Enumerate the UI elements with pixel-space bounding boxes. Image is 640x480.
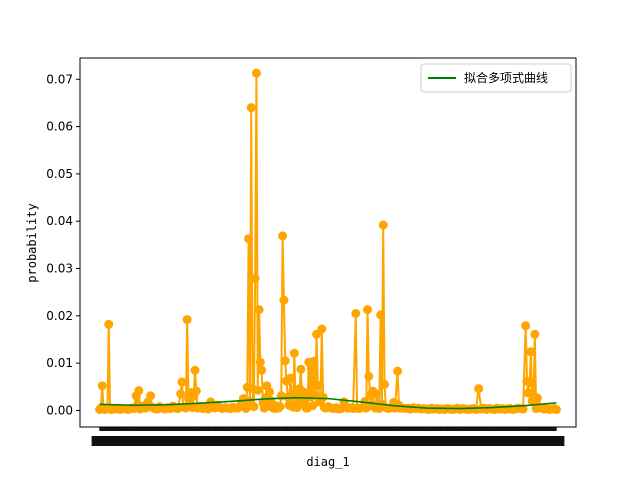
data-point xyxy=(265,387,275,397)
data-point xyxy=(250,273,260,283)
x-tick-layer xyxy=(91,427,565,446)
data-point xyxy=(254,305,264,315)
data-point xyxy=(308,401,318,411)
data-point xyxy=(289,348,299,358)
data-point xyxy=(317,324,327,334)
y-tick-layer: 0.00 0.01 0.02 0.03 0.04 0.05 0.06 0.07 xyxy=(46,72,80,417)
data-point xyxy=(146,391,156,401)
legend: 拟合多项式曲线 xyxy=(420,63,572,93)
data-point xyxy=(244,234,254,244)
data-point xyxy=(249,402,259,412)
data-point xyxy=(191,386,201,396)
data-point xyxy=(298,387,308,397)
data-point xyxy=(532,393,542,403)
data-point xyxy=(134,386,144,396)
data-point xyxy=(255,357,265,367)
data-point xyxy=(190,365,200,375)
data-point xyxy=(279,295,289,305)
y-tick-label: 0.03 xyxy=(46,262,73,276)
y-tick-label: 0.07 xyxy=(46,72,73,86)
data-point xyxy=(278,231,288,241)
data-point xyxy=(275,402,285,412)
data-point xyxy=(246,103,256,113)
data-point xyxy=(296,364,306,374)
data-point xyxy=(97,381,107,391)
x-axis-label: diag_1 xyxy=(306,455,349,469)
data-point xyxy=(363,305,373,315)
data-point xyxy=(372,389,382,399)
y-tick-label: 0.01 xyxy=(46,356,73,370)
data-point xyxy=(380,379,390,389)
data-point xyxy=(551,405,561,414)
data-point xyxy=(280,356,290,366)
y-tick-label: 0.02 xyxy=(46,309,73,323)
data-point xyxy=(318,392,328,402)
data-point xyxy=(285,373,295,383)
data-point xyxy=(313,380,323,390)
data-point xyxy=(526,347,536,357)
x-tick-marks xyxy=(99,427,557,431)
y-tick-label: 0.05 xyxy=(46,167,73,181)
data-point xyxy=(251,68,261,78)
data-point xyxy=(182,315,192,325)
data-point xyxy=(181,403,191,413)
x-tick-labels-overlap xyxy=(91,436,565,446)
plot-frame xyxy=(79,57,577,428)
data-point xyxy=(241,404,251,414)
data-point xyxy=(364,371,374,381)
y-tick-label: 0.04 xyxy=(46,214,73,228)
y-tick-label: 0.00 xyxy=(46,403,73,417)
data-point xyxy=(474,384,484,394)
data-point xyxy=(253,385,263,395)
data-point xyxy=(376,310,386,320)
legend-fit-label: 拟合多项式曲线 xyxy=(464,70,548,85)
data-point xyxy=(521,321,531,331)
data-point xyxy=(351,308,361,318)
data-point xyxy=(306,363,316,373)
legend-box xyxy=(420,63,572,93)
data-point xyxy=(530,329,540,339)
y-tick-label: 0.06 xyxy=(46,120,73,134)
data-point xyxy=(176,389,186,399)
fit-curve-line xyxy=(99,396,557,410)
data-point xyxy=(518,404,528,414)
data-point xyxy=(309,356,319,366)
data-point xyxy=(257,365,267,375)
data-point xyxy=(378,220,388,230)
data-point xyxy=(177,377,187,387)
y-axis-label: probability xyxy=(25,203,39,282)
plot-layer xyxy=(95,68,561,414)
data-point xyxy=(525,378,535,388)
data-point xyxy=(393,366,403,376)
data-point xyxy=(104,319,114,329)
